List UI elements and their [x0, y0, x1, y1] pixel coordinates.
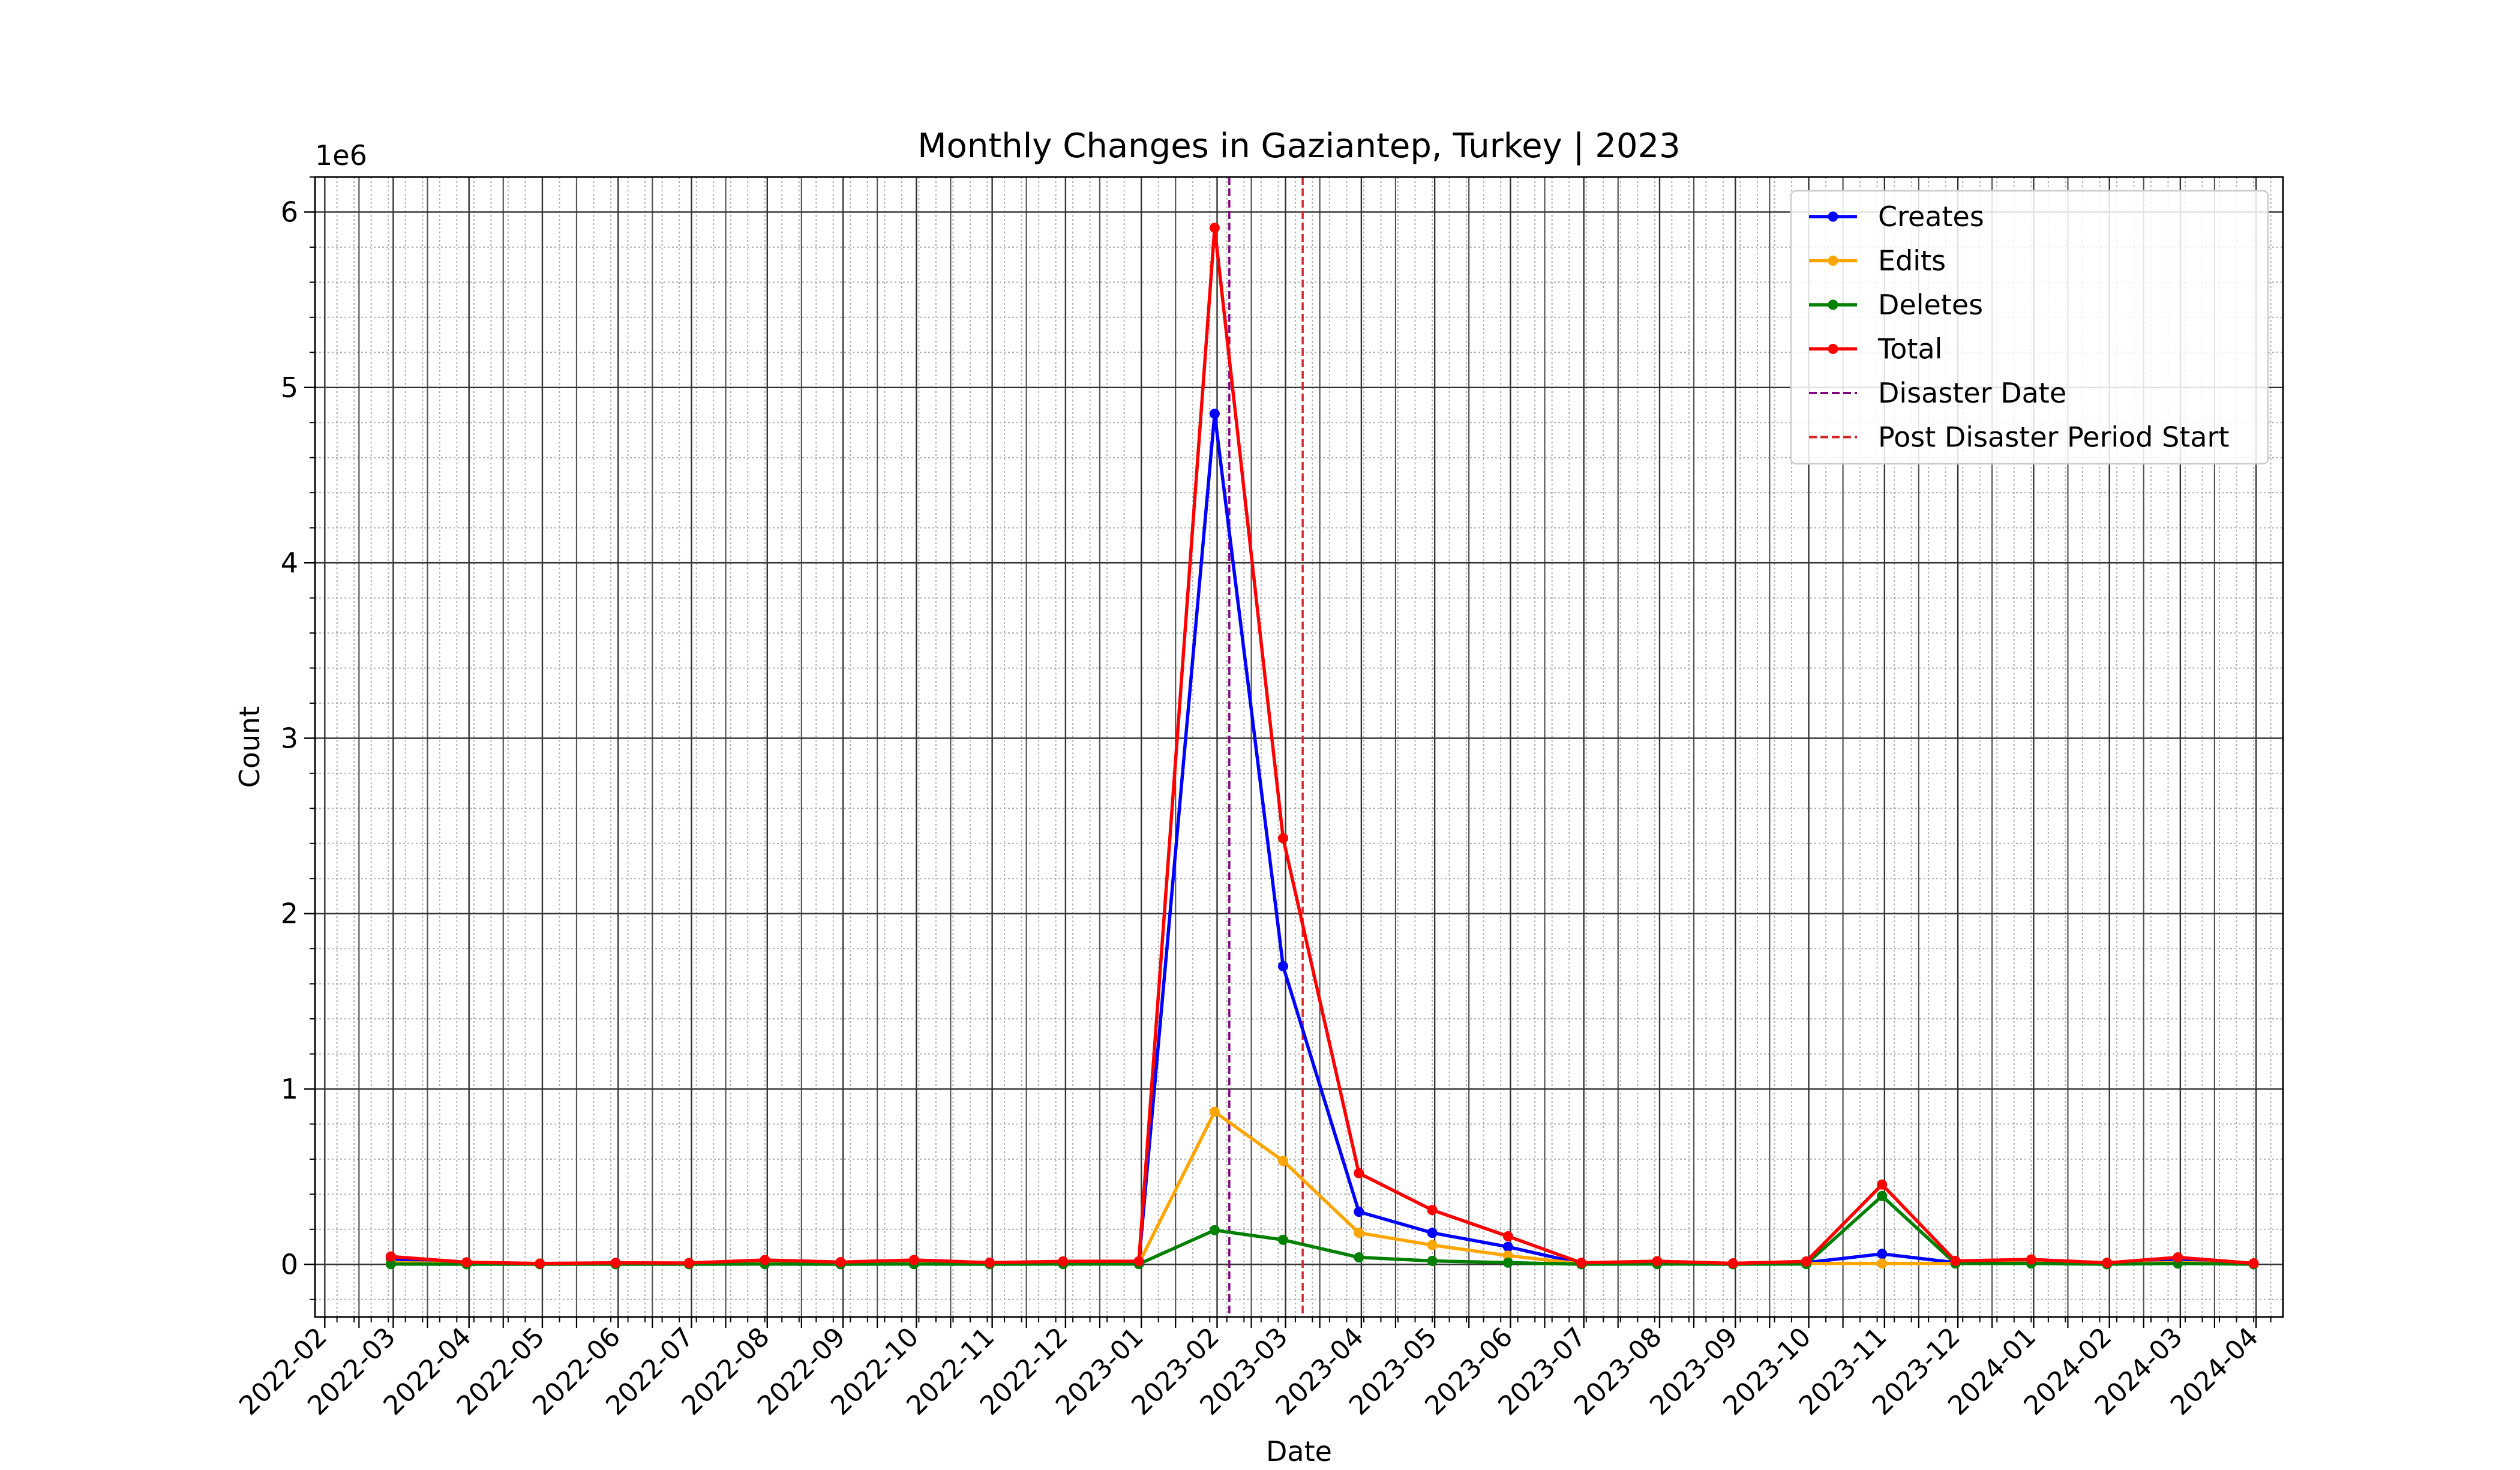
- data-point: [683, 1258, 694, 1268]
- data-point: [1209, 223, 1220, 233]
- y-multiplier-label: 1e6: [315, 139, 367, 172]
- y-tick-label: 3: [281, 722, 298, 754]
- legend-marker: [1828, 344, 1838, 354]
- legend-item: Deletes: [1809, 289, 1983, 321]
- data-point: [760, 1255, 770, 1265]
- data-point: [1058, 1256, 1069, 1267]
- legend-marker: [1828, 256, 1838, 266]
- legend-label: Edits: [1878, 245, 1946, 277]
- legend-item: Edits: [1809, 245, 1946, 277]
- data-point: [1576, 1258, 1587, 1268]
- data-point: [461, 1257, 472, 1268]
- legend-item: Creates: [1809, 200, 1984, 233]
- legend-label: Creates: [1878, 200, 1984, 233]
- y-tick-label: 5: [281, 371, 298, 404]
- data-point: [2102, 1258, 2113, 1268]
- data-point: [1950, 1255, 1961, 1266]
- data-point: [1502, 1250, 1513, 1261]
- y-axis-label: Count: [233, 706, 266, 788]
- data-point: [610, 1258, 621, 1268]
- data-point: [2173, 1252, 2183, 1263]
- data-point: [835, 1257, 846, 1268]
- data-point: [385, 1259, 396, 1270]
- data-point: [1427, 1240, 1438, 1250]
- data-point: [1278, 961, 1289, 971]
- data-point: [1133, 1256, 1144, 1267]
- legend-label: Total: [1877, 333, 1942, 365]
- data-point: [1502, 1257, 1513, 1268]
- data-point: [1427, 1255, 1438, 1266]
- data-point: [1354, 1168, 1364, 1178]
- data-point: [1354, 1207, 1364, 1217]
- data-point: [908, 1255, 919, 1265]
- legend: Creates Edits Deletes Total Disaster Date Pos…: [1790, 190, 2269, 465]
- data-point: [1877, 1249, 1888, 1259]
- legend-item: Total: [1809, 333, 1942, 365]
- series-total: [385, 223, 2259, 1269]
- y-axis: 0 1 2 3 4 5 6: [281, 176, 315, 1300]
- data-point: [1427, 1228, 1438, 1238]
- plot-area: [314, 176, 2284, 1318]
- y-tick-label: 6: [281, 196, 298, 228]
- data-point: [1801, 1256, 1811, 1267]
- data-point: [1278, 1234, 1289, 1245]
- data-point: [1427, 1205, 1438, 1216]
- series-line: [391, 226, 2254, 1265]
- legend-label: Deletes: [1878, 289, 1983, 321]
- y-tick-label: 4: [281, 547, 298, 579]
- data-point: [1209, 1106, 1220, 1117]
- data-point: [1502, 1231, 1513, 1242]
- data-point: [1877, 1190, 1888, 1201]
- data-point: [985, 1257, 995, 1268]
- data-point: [385, 1251, 396, 1262]
- legend-item: Disaster Date: [1809, 377, 2066, 409]
- data-point: [1354, 1228, 1364, 1238]
- series-line: [391, 1194, 2254, 1266]
- data-point: [1877, 1179, 1888, 1190]
- series-layer: [385, 223, 2259, 1270]
- data-point: [1354, 1252, 1364, 1263]
- data-point: [535, 1258, 545, 1269]
- y-tick-label: 1: [281, 1073, 298, 1105]
- legend-label: Disaster Date: [1878, 377, 2066, 409]
- data-point: [1502, 1241, 1513, 1252]
- legend-item: Post Disaster Period Start: [1809, 421, 2230, 454]
- legend-box: [1790, 190, 2269, 465]
- y-tick-label: 2: [281, 898, 298, 930]
- data-point: [1278, 1156, 1289, 1166]
- data-point: [1877, 1258, 1888, 1269]
- chart-title: Monthly Changes in Gaziantep, Turkey | 2…: [917, 127, 1681, 166]
- data-point: [2248, 1258, 2259, 1269]
- legend-marker: [1828, 211, 1838, 222]
- legend-label: Post Disaster Period Start: [1878, 421, 2230, 454]
- data-point: [1652, 1256, 1663, 1267]
- legend-marker: [1828, 299, 1838, 310]
- data-point: [1209, 409, 1220, 419]
- x-axis-label: Date: [1266, 1435, 1332, 1468]
- data-point: [1727, 1258, 1738, 1269]
- data-point: [2026, 1254, 2036, 1265]
- data-point: [1278, 833, 1289, 844]
- data-point: [1209, 1225, 1220, 1235]
- y-tick-label: 0: [281, 1248, 298, 1280]
